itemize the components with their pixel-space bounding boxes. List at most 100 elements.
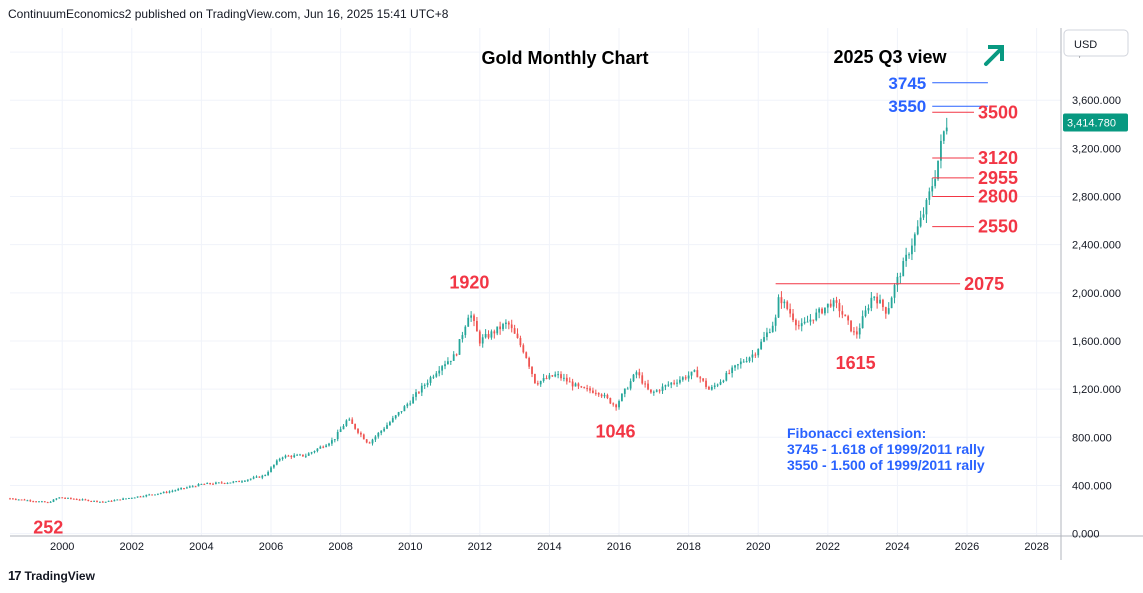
candle-body xyxy=(603,394,606,397)
currency-box xyxy=(1063,29,1129,57)
candle-body xyxy=(890,297,893,309)
candle-body xyxy=(905,254,908,262)
candle-body xyxy=(806,321,809,323)
candle-body xyxy=(351,419,354,424)
candle-body xyxy=(128,497,130,499)
candle-body xyxy=(362,434,365,440)
candle-body xyxy=(710,386,713,390)
x-tick-label: 2010 xyxy=(398,541,422,553)
candle-body xyxy=(644,383,647,385)
candle-body xyxy=(307,453,310,456)
candle-body xyxy=(751,354,754,358)
candle-body xyxy=(696,370,699,378)
arrow-head xyxy=(988,45,1004,61)
x-tick-label: 2018 xyxy=(676,541,700,553)
candle-body xyxy=(719,381,722,385)
candle-body xyxy=(623,388,626,394)
candle-body xyxy=(215,482,217,484)
candles xyxy=(9,117,948,504)
candle-body xyxy=(206,483,209,485)
candle-body xyxy=(676,382,678,384)
candle-body xyxy=(354,423,357,429)
y-tick-label: 0.000 xyxy=(1072,529,1100,541)
candle-body xyxy=(838,302,841,312)
x-tick-label: 2004 xyxy=(189,541,213,553)
fib-note-line: 3550 - 1.500 of 1999/2011 rally xyxy=(787,457,985,473)
candle-body xyxy=(487,334,490,338)
candle-body xyxy=(870,297,873,309)
candle-body xyxy=(397,412,400,416)
candle-body xyxy=(809,319,812,322)
candle-body xyxy=(835,300,838,303)
candle-body xyxy=(597,393,600,395)
candle-body xyxy=(165,491,168,493)
candle-body xyxy=(757,349,760,356)
candle-body xyxy=(725,372,728,381)
candle-body xyxy=(902,261,905,277)
candle-body xyxy=(365,439,368,443)
candle-body xyxy=(548,375,551,379)
candle-body xyxy=(183,488,185,490)
candle-body xyxy=(264,474,267,476)
candle-body xyxy=(325,445,328,448)
candle-body xyxy=(502,324,504,330)
publisher-line: ContinuumEconomics2 published on Trading… xyxy=(8,7,449,21)
candle-body xyxy=(203,483,206,485)
candle-body xyxy=(78,499,81,501)
x-tick-label: 2000 xyxy=(50,541,74,553)
candle-body xyxy=(435,373,438,377)
candle-body xyxy=(43,501,46,503)
candle-body xyxy=(554,374,557,377)
candle-body xyxy=(342,425,345,430)
candle-body xyxy=(467,317,470,327)
candle-body xyxy=(380,430,383,433)
candle-body xyxy=(702,378,705,381)
candle-body xyxy=(565,377,568,382)
candle-body xyxy=(148,494,151,496)
chart-title: Gold Monthly Chart xyxy=(482,48,649,68)
candle-body xyxy=(734,365,736,368)
candle-body xyxy=(542,378,545,381)
x-tick-label: 2016 xyxy=(607,541,631,553)
candle-body xyxy=(882,299,884,308)
x-tick-label: 2024 xyxy=(885,541,909,553)
annotations: 252 1920 1046 1615 Gold Monthly Chart 2025 Q3… xyxy=(33,45,1004,537)
candle-body xyxy=(278,458,281,461)
candle-body xyxy=(896,276,899,286)
candle-body xyxy=(708,386,710,390)
tradingview-mark-icon: 17 xyxy=(8,568,22,583)
candle-body xyxy=(368,442,371,444)
candle-body xyxy=(447,361,449,365)
candle-body xyxy=(235,481,238,483)
candle-body xyxy=(913,234,916,246)
candle-body xyxy=(525,352,528,358)
candle-body xyxy=(415,392,417,397)
candle-body xyxy=(81,499,84,501)
candle-body xyxy=(357,428,359,433)
fib-level-label: 3745 xyxy=(888,74,926,93)
candle-body xyxy=(577,383,580,387)
fib-note-line: 3745 - 1.618 of 1999/2011 rally xyxy=(787,441,985,457)
candle-body xyxy=(67,497,69,499)
candle-body xyxy=(478,331,481,344)
candle-body xyxy=(328,443,330,446)
candle-body xyxy=(406,404,409,407)
candle-body xyxy=(377,432,380,437)
candle-body xyxy=(493,331,496,334)
candle-body xyxy=(777,297,780,318)
y-tick-label: 400.000 xyxy=(1072,480,1112,492)
candle-body xyxy=(716,384,719,386)
candle-body xyxy=(545,378,548,380)
candle-body xyxy=(110,500,113,502)
candle-body xyxy=(815,312,818,321)
candle-body xyxy=(299,454,301,456)
chart-grid xyxy=(10,28,1061,536)
y-tick-label: 2,000.000 xyxy=(1072,288,1121,300)
candle-body xyxy=(583,387,586,389)
candle-body xyxy=(333,439,336,441)
candle-body xyxy=(383,428,386,431)
level-label: 3500 xyxy=(978,102,1018,122)
candle-body xyxy=(360,432,362,435)
tradingview-logo[interactable]: 17 TradingView xyxy=(8,568,95,583)
candle-body xyxy=(217,482,220,484)
